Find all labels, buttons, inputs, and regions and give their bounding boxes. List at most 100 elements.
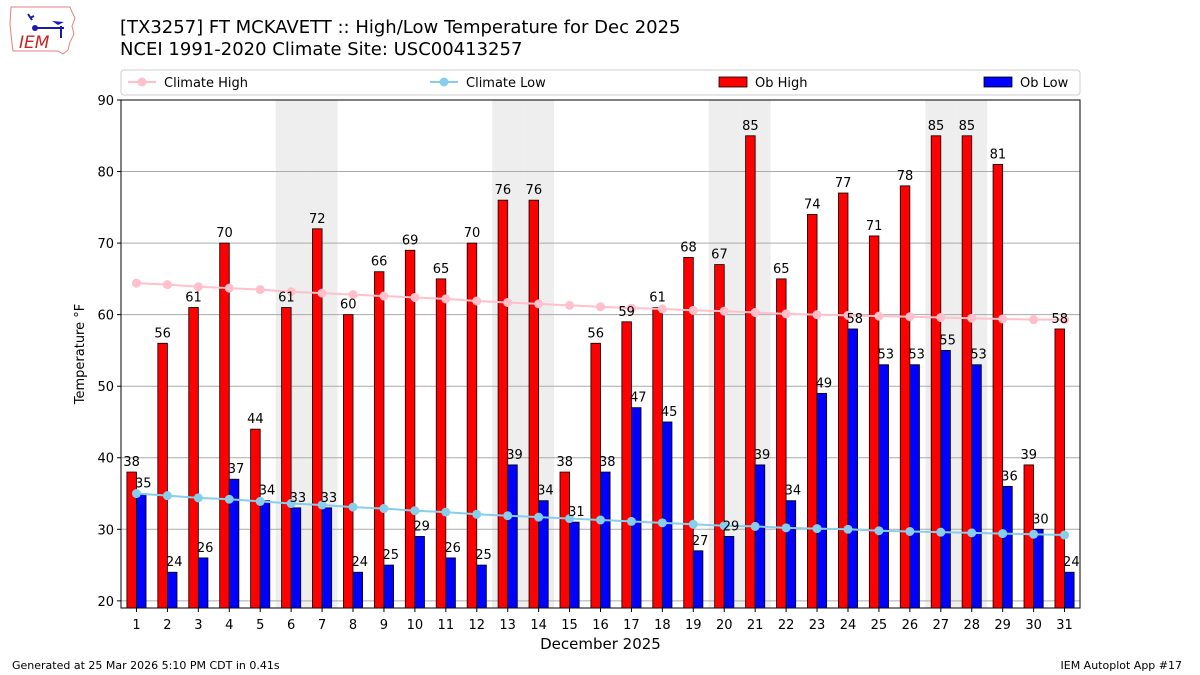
ob-high-bar (312, 228, 323, 609)
ob-low-bar (1033, 528, 1044, 609)
x-axis-label: December 2025 (540, 635, 661, 653)
ob-low-bar (352, 571, 364, 609)
ob-high-label: 67 (711, 248, 728, 263)
ob-high-bar (219, 242, 230, 609)
ob-low-label: 26 (444, 541, 461, 556)
ob-high-bar (621, 321, 632, 609)
ob-high-bar (930, 135, 942, 609)
climate-high-point (131, 278, 141, 288)
legend-label: Ob High (755, 76, 808, 91)
ob-high-label: 81 (990, 147, 1007, 162)
y-tick-label: 20 (97, 595, 114, 610)
climate-high-point (224, 283, 234, 293)
ob-low-bar (1002, 485, 1013, 609)
x-tick-label: 9 (380, 618, 388, 633)
ob-high-bar (745, 135, 756, 609)
x-tick-label: 25 (871, 618, 888, 633)
ob-high-label: 59 (618, 305, 635, 320)
ob-low-bar (600, 471, 611, 609)
climate-low-point (255, 496, 265, 506)
ob-low-bar (414, 536, 425, 609)
x-tick-label: 4 (225, 618, 233, 633)
ob-low-bar (476, 564, 487, 609)
ob-low-bar (383, 564, 394, 609)
iem-logo: IEM (8, 4, 80, 62)
x-tick-label: 31 (1056, 618, 1073, 633)
climate-high-point (998, 314, 1008, 324)
x-tick-label: 6 (287, 618, 295, 633)
ob-low-label: 36 (1001, 469, 1018, 484)
ob-low-bar (940, 350, 951, 609)
ob-low-label: 33 (290, 491, 307, 506)
ob-low-label: 47 (630, 391, 647, 406)
climate-high-point (410, 292, 420, 302)
ob-high-bar (961, 135, 973, 609)
climate-low-point (781, 523, 791, 533)
x-tick-label: 13 (499, 618, 516, 633)
climate-high-point (750, 308, 760, 318)
legend-label: Climate Low (466, 76, 546, 91)
climate-high-point (1060, 315, 1070, 325)
climate-low-point (626, 516, 636, 526)
ob-high-bar (807, 214, 818, 609)
y-tick-label: 70 (97, 237, 114, 252)
ob-low-bar (847, 328, 858, 609)
ob-low-label: 24 (166, 555, 183, 570)
ob-high-label: 61 (278, 290, 295, 305)
ob-high-label: 78 (897, 169, 914, 184)
ob-low-label: 53 (877, 348, 894, 363)
ob-low-bar (754, 464, 766, 609)
climate-high-point (286, 287, 296, 297)
ob-high-label: 69 (402, 233, 419, 248)
ob-high-label: 66 (371, 255, 388, 270)
ob-low-bar (692, 550, 704, 609)
ob-low-label: 39 (506, 448, 523, 463)
climate-low-point (410, 506, 420, 516)
climate-low-point (317, 500, 327, 510)
climate-high-point (317, 288, 327, 298)
ob-low-bar (507, 464, 518, 609)
ob-high-bar (281, 307, 292, 609)
ob-low-label: 29 (723, 519, 740, 534)
ob-high-label: 77 (835, 176, 852, 191)
climate-high-point (255, 285, 265, 295)
climate-low-point (193, 493, 203, 503)
ob-high-bar (714, 264, 725, 609)
climate-high-point (162, 280, 172, 290)
climate-high-point (719, 306, 729, 316)
ob-low-bar (569, 521, 580, 609)
climate-low-point (812, 524, 822, 534)
climate-low-point (472, 509, 482, 519)
ob-low-bar (785, 500, 797, 609)
ob-high-label: 61 (185, 290, 202, 305)
ob-low-bar (631, 407, 642, 609)
climate-low-point (750, 521, 760, 531)
app-credit: IEM Autoplot App #17 (1060, 659, 1183, 672)
x-tick-label: 11 (438, 618, 455, 633)
ob-low-bar (197, 557, 209, 609)
y-axis-label: Temperature °F (73, 304, 88, 405)
climate-high-point (905, 312, 915, 322)
climate-low-point (998, 529, 1008, 539)
ob-high-label: 76 (526, 183, 543, 198)
climate-low-point (905, 526, 915, 536)
x-tick-label: 5 (256, 618, 264, 633)
ob-low-label: 24 (1063, 555, 1080, 570)
ob-low-label: 34 (785, 484, 802, 499)
climate-low-point (224, 494, 234, 504)
ob-high-label: 56 (587, 326, 604, 341)
climate-low-point (565, 514, 575, 524)
ob-high-bar (868, 235, 880, 609)
x-tick-label: 18 (654, 618, 671, 633)
ob-high-bar (250, 428, 261, 609)
climate-low-point (162, 491, 172, 501)
ob-low-label: 29 (413, 519, 430, 534)
ob-low-bar (321, 507, 333, 609)
ob-low-label: 58 (847, 312, 864, 327)
ob-low-label: 34 (259, 484, 276, 499)
x-tick-label: 17 (623, 618, 640, 633)
generated-timestamp: Generated at 25 Mar 2026 5:10 PM CDT in … (12, 659, 280, 672)
ob-low-label: 45 (661, 405, 678, 420)
climate-high-point (565, 300, 575, 310)
logo-text: IEM (19, 33, 50, 53)
